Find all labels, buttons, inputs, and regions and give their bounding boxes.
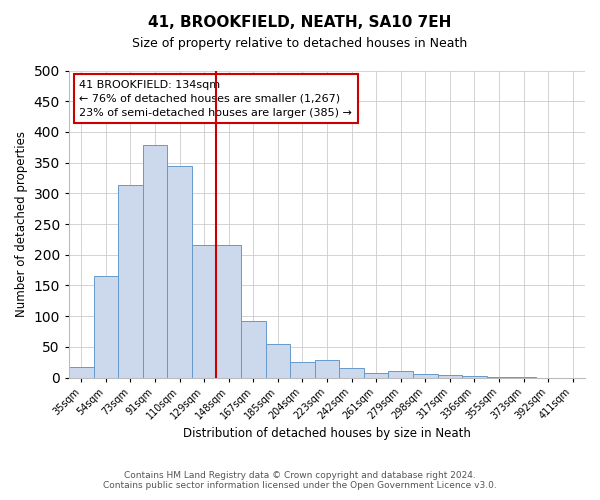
Bar — [94, 276, 118, 378]
Bar — [511, 377, 536, 378]
Bar — [266, 344, 290, 378]
Y-axis label: Number of detached properties: Number of detached properties — [15, 131, 28, 317]
Bar — [487, 377, 511, 378]
Bar — [217, 246, 241, 378]
Bar — [314, 360, 339, 378]
Bar — [69, 367, 94, 378]
Bar — [388, 372, 413, 378]
Bar — [437, 375, 462, 378]
Bar — [167, 166, 192, 378]
Bar — [241, 321, 266, 378]
Bar — [339, 368, 364, 378]
X-axis label: Distribution of detached houses by size in Neath: Distribution of detached houses by size … — [183, 427, 471, 440]
Text: Size of property relative to detached houses in Neath: Size of property relative to detached ho… — [133, 38, 467, 51]
Bar — [413, 374, 437, 378]
Bar — [143, 146, 167, 378]
Bar — [192, 246, 217, 378]
Bar — [118, 186, 143, 378]
Bar — [462, 376, 487, 378]
Text: 41 BROOKFIELD: 134sqm
← 76% of detached houses are smaller (1,267)
23% of semi-d: 41 BROOKFIELD: 134sqm ← 76% of detached … — [79, 80, 352, 118]
Bar — [290, 362, 314, 378]
Bar — [364, 372, 388, 378]
Text: 41, BROOKFIELD, NEATH, SA10 7EH: 41, BROOKFIELD, NEATH, SA10 7EH — [148, 15, 452, 30]
Text: Contains HM Land Registry data © Crown copyright and database right 2024.
Contai: Contains HM Land Registry data © Crown c… — [103, 470, 497, 490]
